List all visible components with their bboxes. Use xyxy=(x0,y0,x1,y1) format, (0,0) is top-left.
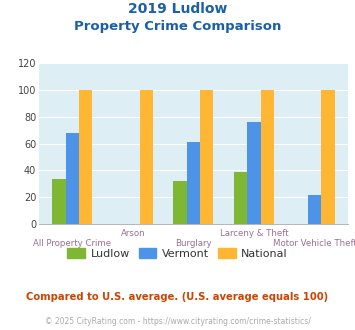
Text: Compared to U.S. average. (U.S. average equals 100): Compared to U.S. average. (U.S. average … xyxy=(26,292,329,302)
Text: Motor Vehicle Theft: Motor Vehicle Theft xyxy=(273,239,355,248)
Bar xyxy=(247,122,261,224)
Text: Arson: Arson xyxy=(121,229,145,238)
Bar xyxy=(308,195,321,224)
Bar xyxy=(187,142,200,224)
Bar xyxy=(140,90,153,224)
Bar xyxy=(261,90,274,224)
Bar xyxy=(53,179,66,224)
Text: © 2025 CityRating.com - https://www.cityrating.com/crime-statistics/: © 2025 CityRating.com - https://www.city… xyxy=(45,317,310,326)
Text: All Property Crime: All Property Crime xyxy=(33,239,111,248)
Bar xyxy=(79,90,92,224)
Bar xyxy=(66,133,79,224)
Text: Property Crime Comparison: Property Crime Comparison xyxy=(74,20,281,33)
Text: 2019 Ludlow: 2019 Ludlow xyxy=(128,2,227,16)
Bar xyxy=(174,181,187,224)
Text: Burglary: Burglary xyxy=(175,239,212,248)
Text: Larceny & Theft: Larceny & Theft xyxy=(220,229,288,238)
Legend: Ludlow, Vermont, National: Ludlow, Vermont, National xyxy=(63,244,292,263)
Bar xyxy=(321,90,334,224)
Bar xyxy=(200,90,213,224)
Bar xyxy=(234,172,247,224)
